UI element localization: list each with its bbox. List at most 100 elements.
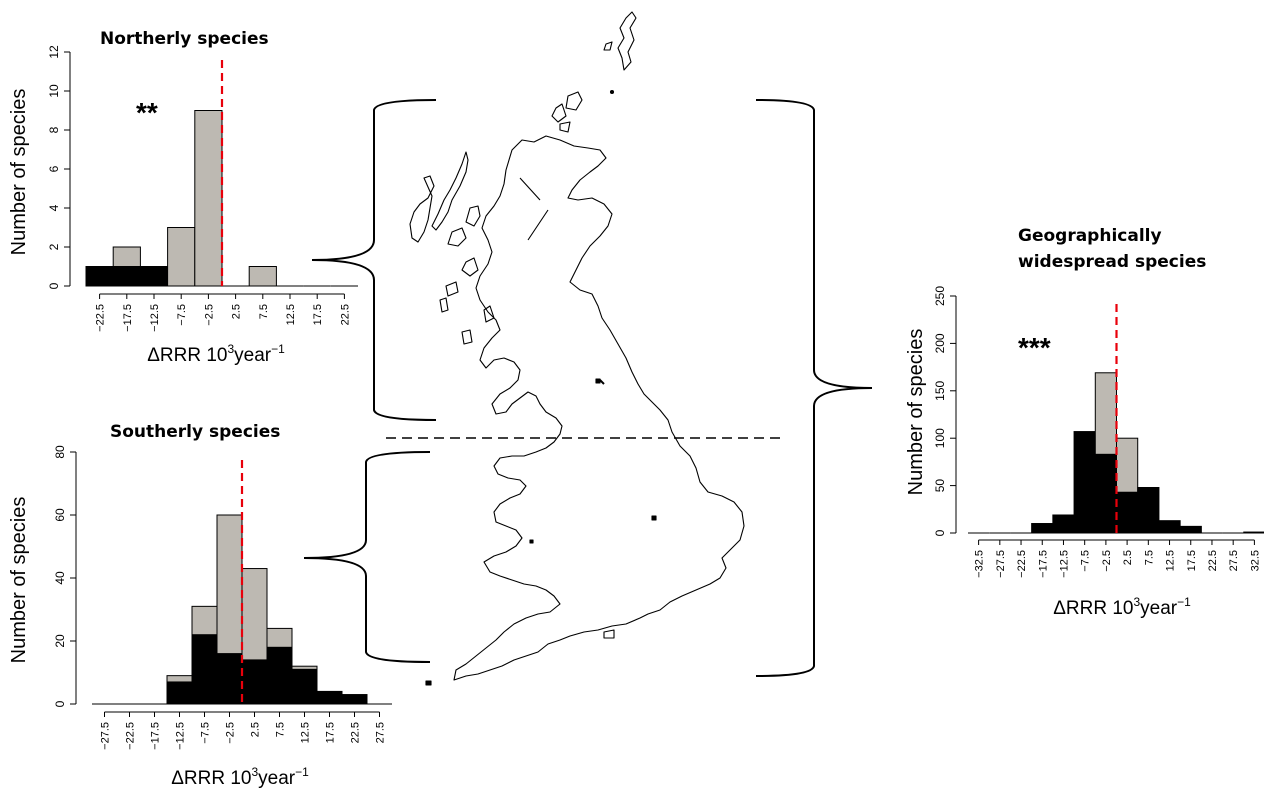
- x-tick-label: 22.5: [339, 304, 351, 325]
- x-tick-label: 22.5: [1207, 550, 1219, 571]
- x-tick-label: 22.5: [350, 722, 362, 743]
- histogram-bar: [139, 266, 169, 287]
- y-tick-label: 0: [53, 700, 67, 707]
- histogram-bar: [166, 675, 193, 683]
- histogram-bar: [191, 634, 218, 705]
- histogram-bar: [1094, 453, 1118, 534]
- histogram-bar: [216, 514, 243, 655]
- y-tick-label: 6: [47, 165, 61, 172]
- histogram-bar: [241, 659, 268, 705]
- histogram-bar: [1179, 525, 1202, 534]
- significance-annotation: ***: [1018, 332, 1051, 363]
- x-tick-label: 7.5: [275, 722, 287, 737]
- southerly-histogram: Southerly species 0 20 40 60 80 −27.5 −22.5 −17…: [8, 422, 392, 789]
- chart-title-line-1: Geographically: [1018, 226, 1162, 246]
- great-britain-map-icon: [409, 11, 745, 686]
- plot-area: 0 2 4 6 8 10 12 −22.5 −17.5 −12.5 −7.5 −2.5 2.5 7.5 12…: [47, 45, 358, 332]
- x-axis-label: ΔRRR 103year−1: [147, 342, 285, 366]
- x-tick-label: −32.5: [974, 550, 986, 578]
- x-tick-label: −12.5: [149, 304, 161, 332]
- northerly-brace: [311, 99, 437, 421]
- x-tick-label: −27.5: [100, 722, 112, 750]
- y-tick-label: 10: [47, 84, 61, 98]
- histogram-bar: [194, 110, 223, 287]
- plot-area: 0 50 100 150 200 250 −32.5 −27.5 −22.5 −17.5 −12.5…: [933, 286, 1264, 578]
- x-tick-label: 27.5: [375, 722, 387, 743]
- y-tick-label: 150: [933, 380, 947, 400]
- x-tick-label: 27.5: [1228, 550, 1240, 571]
- histogram-bar: [167, 227, 196, 287]
- histogram-bar: [1116, 491, 1139, 534]
- x-tick-label: 12.5: [1165, 550, 1177, 571]
- histogram-bar: [216, 653, 243, 705]
- y-tick-label: 50: [933, 479, 947, 493]
- x-tick-label: 7.5: [1143, 550, 1155, 565]
- significance-annotation: **: [136, 97, 158, 128]
- x-tick-label: −7.5: [200, 722, 212, 744]
- histogram-bar: [166, 681, 193, 705]
- histogram-bar: [112, 266, 141, 287]
- histogram-bar: [291, 668, 318, 705]
- plot-area: 0 20 40 60 80 −27.5 −22.5 −17.5 −12.5 −7.5 −2.5 2.5…: [53, 445, 392, 750]
- y-tick-label: 100: [933, 428, 947, 448]
- x-tick-label: −2.5: [203, 304, 215, 326]
- histogram-bar: [1116, 437, 1139, 493]
- histogram-bar: [1052, 514, 1075, 534]
- histogram-bar: [1158, 520, 1181, 534]
- x-tick-label: −17.5: [150, 722, 162, 750]
- x-tick-label: 2.5: [1122, 550, 1134, 565]
- x-tick-label: −27.5: [995, 550, 1007, 578]
- chart-title: Northerly species: [100, 29, 269, 49]
- x-tick-label: 17.5: [325, 722, 337, 743]
- widespread-histogram: Geographically widespread species *** 0 5…: [905, 226, 1264, 619]
- x-tick-label: 7.5: [258, 304, 270, 319]
- histogram-bar: [1137, 486, 1160, 534]
- y-tick-label: 0: [47, 282, 61, 289]
- chart-title-line-2: widespread species: [1018, 252, 1206, 272]
- y-tick-label: 8: [47, 126, 61, 133]
- histogram-bar: [241, 568, 268, 661]
- histogram-bar: [191, 605, 218, 636]
- x-tick-label: −2.5: [1101, 550, 1113, 572]
- y-tick-label: 4: [47, 204, 61, 211]
- x-tick-label: −12.5: [175, 722, 187, 750]
- histogram-bar: [248, 266, 277, 287]
- x-tick-label: −7.5: [176, 304, 188, 326]
- y-tick-label: 80: [53, 445, 67, 459]
- histogram-bar: [291, 665, 318, 670]
- x-tick-label: 2.5: [231, 304, 243, 319]
- x-axis-label: ΔRRR 103year−1: [1053, 595, 1191, 619]
- x-tick-label: 17.5: [1186, 550, 1198, 571]
- y-tick-label: 200: [933, 333, 947, 353]
- histogram-bar: [266, 646, 293, 705]
- histogram-bar: [1094, 372, 1118, 455]
- y-tick-label: 0: [933, 529, 947, 536]
- y-axis-label: Number of species: [8, 89, 30, 256]
- x-tick-label: −22.5: [1016, 550, 1028, 578]
- x-tick-label: 2.5: [250, 722, 262, 737]
- y-axis-label: Number of species: [8, 497, 30, 664]
- y-tick-label: 20: [53, 634, 67, 648]
- southerly-brace: [303, 451, 431, 663]
- northerly-histogram: Northerly species ** 0 2 4 6 8 10 12 −22.5 −17.5…: [8, 29, 358, 366]
- y-tick-label: 12: [47, 45, 61, 59]
- chart-title: Geographically widespread species: [1018, 226, 1206, 272]
- widespread-brace: [755, 99, 873, 677]
- x-tick-label: −17.5: [122, 304, 134, 332]
- histogram-bar: [1031, 523, 1054, 534]
- histogram-bar: [85, 266, 114, 287]
- y-tick-label: 40: [53, 571, 67, 585]
- x-tick-label: −17.5: [1037, 550, 1049, 578]
- x-tick-label: 12.5: [300, 722, 312, 743]
- chart-title: Southerly species: [110, 422, 280, 442]
- x-tick-label: 17.5: [312, 304, 324, 325]
- x-axis-label: ΔRRR 103year−1: [171, 765, 309, 789]
- y-tick-label: 250: [933, 286, 947, 306]
- x-tick-label: −7.5: [1080, 550, 1092, 572]
- histogram-bar: [316, 690, 343, 705]
- x-tick-label: 12.5: [285, 304, 297, 325]
- x-tick-label: −12.5: [1058, 550, 1070, 578]
- y-tick-label: 2: [47, 243, 61, 250]
- histogram-bar: [112, 246, 141, 267]
